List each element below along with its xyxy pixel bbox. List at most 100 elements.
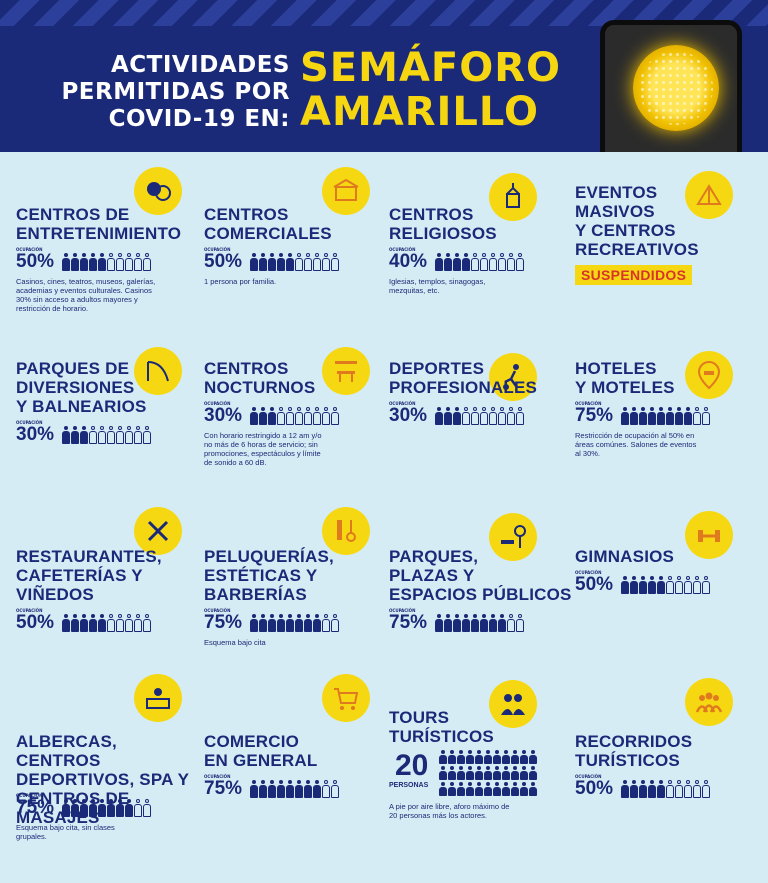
activity-card: RESTAURANTES, CAFETERÍAS Y VIÑEDOS OCUPAC… [16,505,204,675]
person-icon [507,407,515,425]
person-icon [493,782,501,796]
person-icon [639,407,647,425]
header-banner: ACTIVIDADES PERMITIDAS POR COVID-19 EN: … [0,0,768,152]
person-icon [143,614,151,632]
person-icon [453,253,461,271]
person-icon [493,766,501,780]
activity-title: CENTROS NOCTURNOS [204,359,316,397]
person-icon [116,253,124,271]
person-icon [295,780,303,798]
comb-scissors-icon [322,507,370,555]
person-icon [498,614,506,632]
person-icon [98,426,106,444]
person-icon [516,253,524,271]
activity-card: CENTROS DE ENTRETENIMIENTO OCUPACIÓN 50% Ca… [16,165,204,335]
person-icon [71,799,79,817]
person-icon [259,407,267,425]
person-icon [621,780,629,798]
person-icon [471,407,479,425]
occupancy-label: OCUPACIÓN [389,247,416,252]
person-icon [62,253,70,271]
person-icon [98,799,106,817]
person-icon [502,766,510,780]
occupancy-percent: 75% [389,612,428,633]
activity-card: CENTROS NOCTURNOS OCUPACIÓN 30% Con horario… [204,345,392,515]
activity-title: ALBERCAS, CENTROS DEPORTIVOS, SPA Y CENT… [16,732,190,827]
person-icon [322,407,330,425]
activity-card: EVENTOS MASIVOS Y CENTROS RECREATIVOS SUS… [575,165,763,335]
activity-title: CENTROS RELIGIOSOS [389,205,497,243]
activity-card: ALBERCAS, CENTROS DEPORTIVOS, SPA Y CENT… [16,672,204,842]
person-icon [657,407,665,425]
person-icon [457,766,465,780]
activity-card: PELUQUERÍAS, ESTÉTICAS Y BARBERÍAS OCUPAC… [204,505,392,675]
tourists-icon [489,680,537,728]
people-row [439,750,537,764]
activity-card: GIMNASIOS OCUPACIÓN 50% [575,505,763,675]
person-icon [484,782,492,796]
person-icon [98,253,106,271]
mall-icon [322,167,370,215]
person-icon [466,750,474,764]
occupancy-people [250,253,339,271]
occupancy-label: OCUPACIÓN [389,608,416,613]
person-icon [116,426,124,444]
person-icon [277,407,285,425]
person-icon [666,407,674,425]
activity-card: COMERCIO EN GENERAL OCUPACIÓN 75% [204,672,392,842]
occupancy-label: OCUPACIÓN [204,608,231,613]
people-row [439,782,537,796]
activity-card: HOTELES Y MOTELES OCUPACIÓN 75% Restricción… [575,345,763,515]
occupancy-label: OCUPACIÓN [575,401,602,406]
person-icon [313,780,321,798]
person-icon [331,780,339,798]
person-icon [304,614,312,632]
person-icon [684,780,692,798]
person-icon [107,799,115,817]
bar-icon [322,347,370,395]
person-icon [502,782,510,796]
person-icon [439,750,447,764]
person-icon [268,253,276,271]
person-icon [480,407,488,425]
person-icon [125,426,133,444]
occupancy-percent: 50% [575,574,614,595]
occupancy-label: OCUPACIÓN [204,401,231,406]
person-icon [277,780,285,798]
occupancy-people [62,426,151,444]
person-icon [621,576,629,594]
person-icon [457,782,465,796]
person-icon [134,614,142,632]
occupancy-people [435,407,524,425]
occupancy-people [621,576,710,594]
occupancy-percent: 30% [204,405,243,426]
person-icon [520,750,528,764]
activity-card: CENTROS RELIGIOSOS OCUPACIÓN 40% Iglesias, … [389,165,577,335]
people-count: 20 [395,749,429,782]
person-icon [475,766,483,780]
person-icon [489,253,497,271]
header-title: SEMÁFORO AMARILLO [300,46,561,134]
person-icon [657,780,665,798]
activity-note: Esquema bajo cita, sin clases grupales. [16,823,115,841]
activity-card: CENTROS COMERCIALES OCUPACIÓN 50% 1 persona… [204,165,392,335]
person-icon [322,253,330,271]
person-icon [268,780,276,798]
person-icon [448,750,456,764]
person-icon [331,253,339,271]
occupancy-people [621,407,710,425]
person-icon [80,426,88,444]
people-row [439,766,537,780]
person-icon [648,407,656,425]
person-icon [621,407,629,425]
person-icon [471,614,479,632]
person-icon [435,253,443,271]
person-icon [471,253,479,271]
person-icon [286,614,294,632]
person-icon [630,407,638,425]
person-icon [116,799,124,817]
person-icon [71,253,79,271]
person-icon [498,407,506,425]
person-icon [475,750,483,764]
person-icon [520,766,528,780]
